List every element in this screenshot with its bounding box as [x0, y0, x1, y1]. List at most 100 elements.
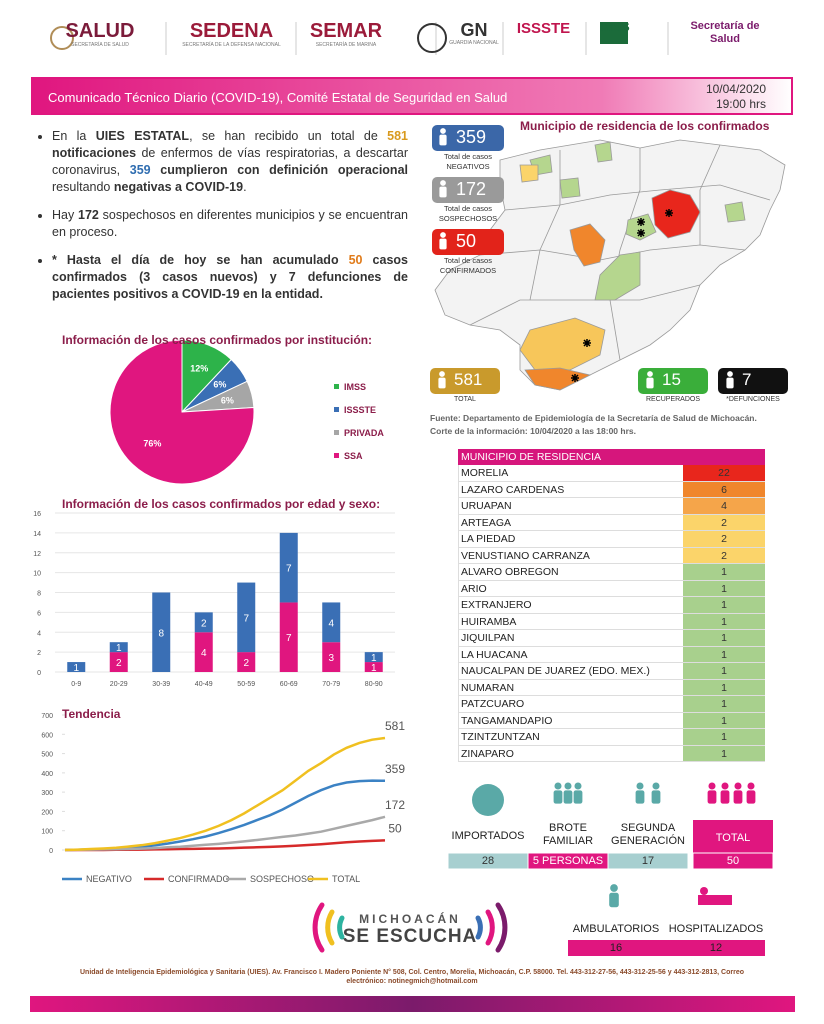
- icon-body: [651, 790, 661, 804]
- count: 1: [683, 597, 765, 613]
- icon-head: [440, 232, 446, 238]
- y-tick-label: 10: [33, 571, 41, 578]
- icon-head: [439, 371, 445, 377]
- municipio: EXTRANJERO: [458, 597, 683, 613]
- total-label: RECUPERADOS: [645, 396, 701, 403]
- x-tick-label: 0-9: [71, 681, 81, 688]
- case-value: 172: [456, 179, 487, 199]
- count: 4: [683, 498, 765, 514]
- total-box: [430, 368, 500, 394]
- bullet: Hay 172 sospechosos en diferentes munici…: [52, 207, 408, 241]
- bullet-text: En la: [52, 129, 96, 143]
- table-row: EXTRANJERO 1: [458, 597, 765, 614]
- end-label: 50: [388, 821, 402, 835]
- logo: GN GUARDIA NACIONAL: [448, 20, 500, 47]
- x-tick-label: 20-29: [110, 681, 128, 688]
- bullet-list: En la UIES ESTATAL, se han recibido un t…: [36, 128, 408, 303]
- chart-title: Información de los casos confirmados por…: [62, 333, 373, 347]
- bullets: En la UIES ESTATAL, se han recibido un t…: [36, 128, 408, 314]
- pie-label: 6%: [213, 379, 226, 389]
- y-tick-label: 6: [37, 610, 41, 617]
- bullet-text: de enfermos de vías respiratorias, a des…: [52, 146, 408, 177]
- bullet-text: resultando: [52, 180, 114, 194]
- bar-label: 3: [328, 653, 334, 664]
- bar-segment: [109, 652, 128, 672]
- y-tick-label: 400: [41, 771, 53, 778]
- source-note: Corte de la información: 10/04/2020 a la…: [430, 426, 636, 436]
- bullet-text: cumplieron con definición operacional: [150, 163, 408, 177]
- campaign-line1: MICHOACÁN: [359, 912, 461, 926]
- pie-label: 6%: [221, 395, 234, 405]
- count: 1: [683, 564, 765, 580]
- icon-head: [636, 782, 644, 790]
- icon-head: [747, 782, 755, 790]
- end-label: 359: [385, 762, 405, 776]
- case-label: Total de casos: [444, 152, 492, 161]
- bar-label: 7: [286, 564, 292, 575]
- icon-head: [734, 782, 742, 790]
- municipio: LA HUACANA: [458, 646, 683, 662]
- table-row: LAZARO CARDENAS 6: [458, 481, 765, 498]
- icon-body: [553, 790, 563, 804]
- y-tick-label: 2: [37, 650, 41, 657]
- table-row: JIQUILPAN 1: [458, 630, 765, 647]
- y-tick-label: 0: [49, 848, 53, 855]
- bar-label: 1: [116, 643, 122, 654]
- y-tick-label: 8: [37, 591, 41, 598]
- legend-swatch: [334, 430, 339, 435]
- icon-head: [727, 371, 733, 377]
- x-tick-label: 80-90: [365, 681, 383, 688]
- logo-name: SALUD: [65, 20, 135, 42]
- x-tick-label: 50-59: [237, 681, 255, 688]
- bullet: * Hasta el día de hoy se han acumulado 5…: [52, 252, 408, 303]
- bullet-text: , se han recibido un total de: [189, 129, 388, 143]
- bullet-text: Hay: [52, 208, 78, 222]
- count: 1: [683, 679, 765, 695]
- icon-body: [720, 790, 730, 804]
- transmission-cell: [607, 852, 689, 870]
- legend-label: CONFIRMADO: [168, 874, 230, 884]
- municipio: VENUSTIANO CARRANZA: [458, 547, 683, 563]
- logo: ISSSTE: [515, 20, 572, 37]
- icon-body: [746, 790, 756, 804]
- y-tick-label: 300: [41, 790, 53, 797]
- source-note: Fuente: Departamento de Epidemiología de…: [430, 413, 757, 423]
- icon-head: [574, 782, 582, 790]
- logo-emblem: [50, 26, 74, 50]
- table-row: HUIRAMBA 1: [458, 613, 765, 630]
- y-tick-label: 12: [33, 551, 41, 558]
- bar-label: 7: [243, 613, 249, 624]
- count: 1: [683, 696, 765, 712]
- transmission-label: SEGUNDA GENERACIÓN: [611, 822, 685, 847]
- logo: SEDENA SECRETARÍA DE LA DEFENSA NACIONAL: [178, 20, 285, 49]
- table-row: ARIO 1: [458, 580, 765, 597]
- logo-name: GN: [460, 20, 488, 40]
- bar-label: 2: [201, 618, 207, 629]
- bullet-text: 172: [78, 208, 99, 222]
- case-label: Total de casos: [444, 204, 492, 213]
- municipio: NUMARAN: [458, 679, 683, 695]
- logo-name: IMSS: [600, 20, 630, 34]
- y-tick-label: 100: [41, 829, 53, 836]
- count: 1: [683, 663, 765, 679]
- banner-date: 10/04/2020: [705, 82, 766, 96]
- count: 1: [683, 745, 765, 761]
- x-tick-label: 30-39: [152, 681, 170, 688]
- bullet-text: sospechosos en diferentes municipios y s…: [52, 208, 409, 239]
- count: 1: [683, 646, 765, 662]
- legend-label: PRIVADA: [344, 428, 384, 438]
- bullet-text: UIES ESTATAL: [95, 129, 190, 143]
- table-row: PATZCUARO 1: [458, 696, 765, 713]
- transmission-label: IMPORTADOS: [451, 830, 525, 842]
- table-row: VENUSTIANO CARRANZA 2: [458, 547, 765, 564]
- municipio: ALVARO OBREGON: [458, 564, 683, 580]
- bullet-text: 50: [348, 253, 363, 267]
- y-tick-label: 500: [41, 752, 53, 759]
- municipio: ARIO: [458, 580, 683, 596]
- pie-slice: [109, 339, 255, 485]
- transmission-cell: [692, 852, 774, 870]
- icon-body: [707, 790, 717, 804]
- line-series: [64, 815, 386, 852]
- icon-head: [554, 782, 562, 790]
